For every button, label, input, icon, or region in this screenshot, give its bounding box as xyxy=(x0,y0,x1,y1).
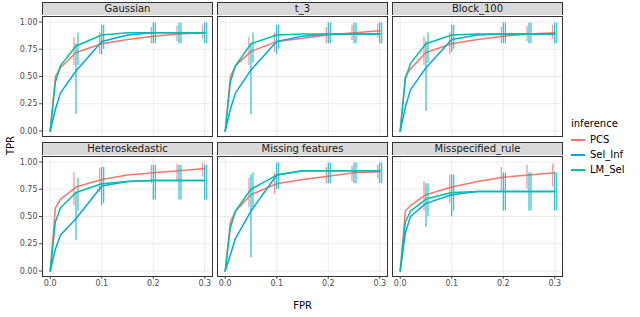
svg-text:0.1: 0.1 xyxy=(445,279,458,288)
html-text:PCS: PCS xyxy=(590,134,610,145)
svg-text:0.2: 0.2 xyxy=(322,279,335,288)
html-text:Misspecified_rule: Misspecified_rule xyxy=(434,143,521,154)
svg-text:0.2: 0.2 xyxy=(147,279,160,288)
svg-text:0.1: 0.1 xyxy=(95,279,108,288)
svg-text:0.1: 0.1 xyxy=(270,279,283,288)
svg-text:0.2: 0.2 xyxy=(497,279,510,288)
svg-text:0.0: 0.0 xyxy=(394,279,407,288)
svg-text:0.00: 0.00 xyxy=(20,267,38,276)
html-text:inference: inference xyxy=(571,118,618,129)
svg-text:0.75: 0.75 xyxy=(20,185,38,194)
svg-text:0.3: 0.3 xyxy=(373,279,386,288)
html-text:t_3: t_3 xyxy=(294,3,311,14)
svg-text:0.25: 0.25 xyxy=(20,239,38,248)
svg-text:0.3: 0.3 xyxy=(548,279,561,288)
html-text:Block_100: Block_100 xyxy=(451,3,504,14)
svg-text:0.00: 0.00 xyxy=(20,127,38,136)
svg-text:1.00: 1.00 xyxy=(20,18,38,27)
html-text:FPR: FPR xyxy=(293,300,312,311)
html-text:Heteroskedastic: Heteroskedastic xyxy=(87,143,168,154)
html-text:Sel_Inf: Sel_Inf xyxy=(590,149,624,160)
svg-text:0.0: 0.0 xyxy=(219,279,232,288)
svg-text:0.0: 0.0 xyxy=(44,279,57,288)
svg-text:0.75: 0.75 xyxy=(20,45,38,54)
html-text:TPR: TPR xyxy=(4,136,16,155)
svg-text:0.50: 0.50 xyxy=(20,212,38,221)
svg-text:1.00: 1.00 xyxy=(20,158,38,167)
html-text:LM_Sel: LM_Sel xyxy=(590,164,625,175)
svg-text:0.3: 0.3 xyxy=(198,279,211,288)
svg-text:0.25: 0.25 xyxy=(20,99,38,108)
html-text:Gaussian: Gaussian xyxy=(104,3,151,14)
html-text:Missing features: Missing features xyxy=(261,143,344,154)
svg-text:0.50: 0.50 xyxy=(20,72,38,81)
